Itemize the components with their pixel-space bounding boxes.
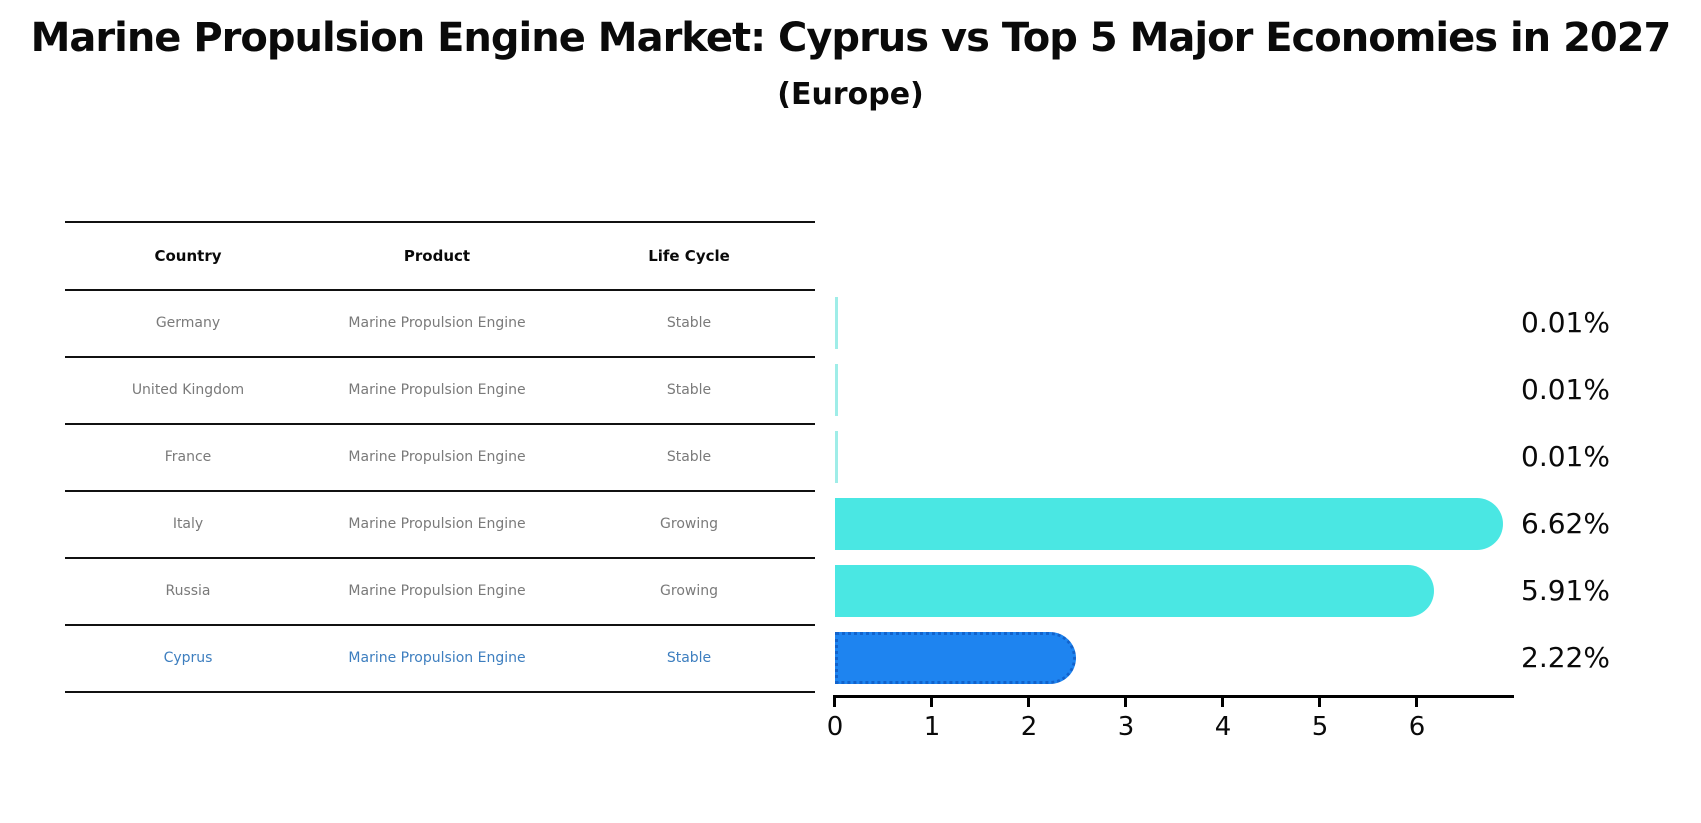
table-row: United Kingdom Marine Propulsion Engine St… — [0, 379, 850, 401]
table-cell-life_cycle: Growing — [660, 516, 718, 532]
table-row: Italy Marine Propulsion Engine Growing — [0, 513, 850, 535]
table-cell-country: Italy — [172, 516, 204, 532]
x-tick-label: 1 — [923, 712, 941, 742]
x-tick-label: 4 — [1214, 712, 1232, 742]
table-cell-life_cycle: Stable — [666, 650, 712, 666]
bar-value-label: 0.01% — [1521, 373, 1610, 406]
table-separator-line — [65, 691, 815, 693]
table-separator-line — [65, 289, 815, 291]
table-row: Germany Marine Propulsion Engine Stable — [0, 312, 850, 334]
bar-united-kingdom — [835, 364, 838, 416]
table-cell-product: Marine Propulsion Engine — [348, 583, 526, 599]
x-axis-line — [833, 695, 1514, 698]
chart-subtitle: (Europe) — [777, 77, 924, 112]
table-cell-country: France — [164, 449, 212, 465]
x-tick-label: 3 — [1117, 712, 1135, 742]
x-tick-mark — [1221, 698, 1224, 707]
bar-italy — [835, 498, 1503, 550]
table-cell-country: Germany — [155, 315, 221, 331]
bar-value-label: 2.22% — [1521, 641, 1610, 674]
table-cell-product: Marine Propulsion Engine — [348, 516, 526, 532]
table-row: Cyprus Marine Propulsion Engine Stable — [0, 647, 850, 669]
bar-france — [835, 431, 838, 483]
table-separator-line — [65, 624, 815, 626]
chart-title: Marine Propulsion Engine Market: Cyprus … — [30, 15, 1672, 61]
table-row: France Marine Propulsion Engine Stable — [0, 446, 850, 468]
bar-value-label: 0.01% — [1521, 306, 1610, 339]
table-separator-line — [65, 557, 815, 559]
table-cell-product: Marine Propulsion Engine — [348, 382, 526, 398]
bar-value-label: 5.91% — [1521, 574, 1610, 607]
x-tick-mark — [1318, 698, 1321, 707]
table-cell-country: Cyprus — [163, 650, 213, 666]
table-separator-line — [65, 423, 815, 425]
table-header-product: Product — [403, 247, 471, 265]
table-cell-product: Marine Propulsion Engine — [348, 315, 526, 331]
bar-russia — [835, 565, 1434, 617]
x-tick-label: 6 — [1408, 712, 1426, 742]
x-tick-mark — [833, 698, 836, 707]
table-separator-line — [65, 490, 815, 492]
table-cell-product: Marine Propulsion Engine — [348, 449, 526, 465]
x-tick-mark — [930, 698, 933, 707]
bar-cyprus — [835, 632, 1076, 684]
x-tick-label: 0 — [826, 712, 844, 742]
table-cell-country: United Kingdom — [131, 382, 245, 398]
bar-germany — [835, 297, 838, 349]
table-header-country: Country — [154, 247, 222, 265]
table-separator-line — [65, 221, 815, 223]
table-cell-country: Russia — [165, 583, 211, 599]
table-row: Russia Marine Propulsion Engine Growing — [0, 580, 850, 602]
bar-value-label: 6.62% — [1521, 507, 1610, 540]
table-cell-life_cycle: Stable — [666, 382, 712, 398]
x-tick-mark — [1415, 698, 1418, 707]
table-cell-life_cycle: Growing — [660, 583, 718, 599]
x-tick-mark — [1124, 698, 1127, 707]
table-cell-product: Marine Propulsion Engine — [348, 650, 526, 666]
x-tick-label: 2 — [1020, 712, 1038, 742]
x-tick-label: 5 — [1311, 712, 1329, 742]
table-separator-line — [65, 356, 815, 358]
bar-value-label: 0.01% — [1521, 440, 1610, 473]
table-cell-life_cycle: Stable — [666, 315, 712, 331]
x-tick-mark — [1027, 698, 1030, 707]
table-cell-life_cycle: Stable — [666, 449, 712, 465]
table-header-lifecycle: Life Cycle — [648, 247, 730, 265]
